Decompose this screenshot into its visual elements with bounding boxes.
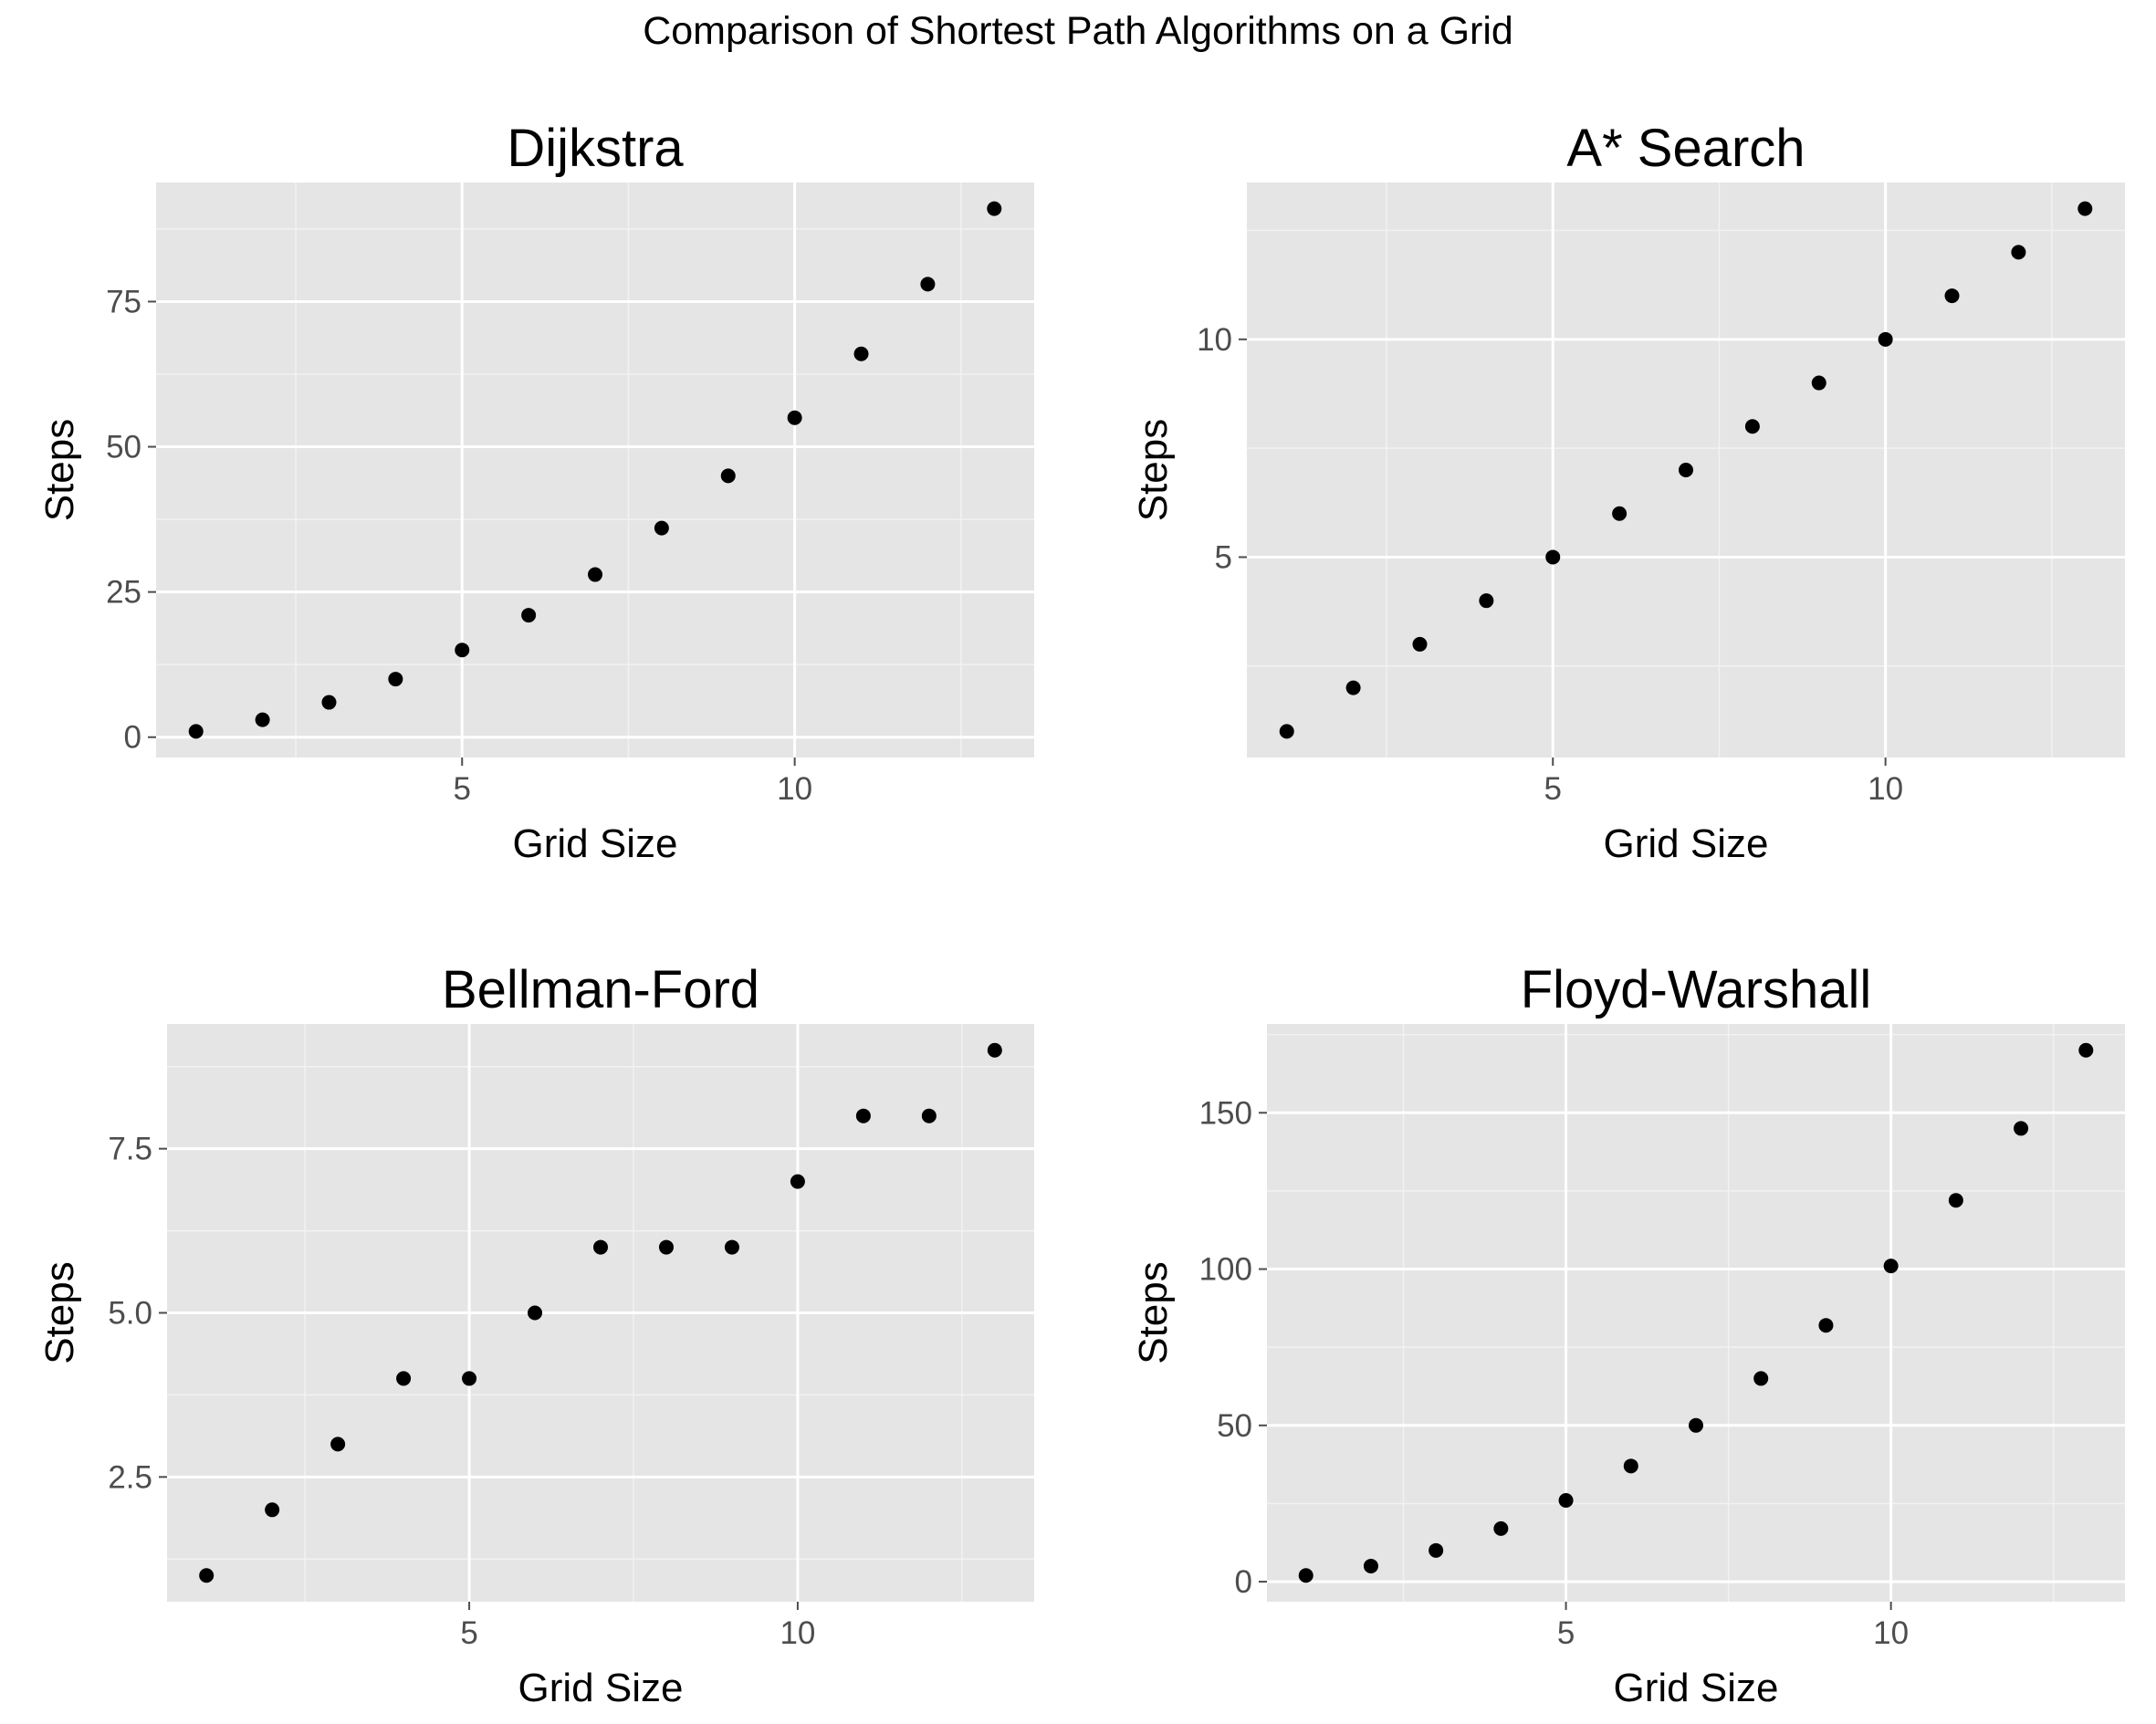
y-tick-label: 10	[1197, 322, 1232, 358]
panel-1: 5 10 0 25 50 75 Dijkstra Grid Size Steps	[37, 119, 1034, 866]
data-point	[1818, 1318, 1834, 1333]
data-point	[1412, 636, 1428, 652]
y-axis-label: Steps	[1131, 419, 1176, 522]
data-point	[2011, 245, 2026, 260]
data-point	[1948, 1193, 1963, 1208]
data-point	[1878, 331, 1893, 347]
panel-title: Dijkstra	[507, 119, 684, 178]
x-tick-label: 10	[777, 771, 812, 807]
data-point	[853, 346, 869, 361]
data-point	[1679, 463, 1693, 477]
y-tick-label: 0	[124, 720, 141, 756]
y-tick-label: 2.5	[108, 1459, 152, 1495]
data-point	[1429, 1542, 1444, 1558]
data-point	[1883, 1259, 1899, 1274]
data-point	[188, 724, 204, 739]
panel-title: Bellman-Ford	[442, 960, 759, 1019]
y-tick-label: 25	[106, 575, 141, 611]
panel-title: A* Search	[1566, 119, 1805, 178]
figure-title: Comparison of Shortest Path Algorithms o…	[643, 9, 1513, 53]
data-point	[1744, 419, 1760, 434]
data-point	[321, 695, 337, 710]
x-tick-label: 10	[780, 1615, 815, 1651]
data-point	[1363, 1558, 1378, 1573]
data-point	[1753, 1371, 1769, 1386]
data-point	[787, 410, 802, 425]
data-point	[462, 1371, 477, 1386]
data-point	[528, 1305, 543, 1321]
data-point	[1279, 724, 1294, 739]
x-tick-label: 5	[454, 771, 471, 807]
y-axis-label: Steps	[37, 419, 82, 522]
data-point	[2014, 1121, 2029, 1136]
data-point	[388, 672, 403, 687]
y-tick-label: 50	[1217, 1408, 1252, 1444]
data-point	[1345, 680, 1361, 695]
data-point	[2078, 1042, 2094, 1058]
x-axis-label: Grid Size	[518, 1666, 684, 1710]
data-point	[654, 520, 669, 536]
y-tick-label: 5	[1215, 539, 1232, 575]
data-point	[330, 1437, 346, 1452]
y-tick-label: 7.5	[108, 1132, 152, 1167]
x-tick-label: 5	[460, 1615, 477, 1651]
data-point	[265, 1502, 280, 1518]
data-point	[1479, 593, 1494, 609]
data-point	[1689, 1417, 1703, 1433]
panel-2: 5 10 5 10 A* Search Grid Size Steps	[1131, 119, 2125, 866]
data-point	[921, 1108, 937, 1123]
data-point	[1811, 375, 1826, 391]
y-tick-label: 5.0	[108, 1296, 152, 1332]
y-tick-label: 150	[1199, 1095, 1252, 1131]
panel-background	[1267, 1024, 2125, 1602]
data-point	[1298, 1568, 1313, 1583]
y-tick-label: 0	[1235, 1564, 1252, 1600]
data-point	[1623, 1458, 1638, 1474]
data-point	[720, 468, 736, 484]
data-point	[1493, 1520, 1509, 1536]
data-point	[1558, 1493, 1574, 1509]
x-axis-label: Grid Size	[513, 821, 678, 866]
data-point	[658, 1239, 674, 1255]
data-point	[724, 1239, 739, 1255]
data-point	[1944, 288, 1960, 304]
data-point	[987, 201, 1002, 216]
panel-background	[156, 183, 1034, 758]
data-point	[396, 1371, 412, 1386]
panel-3: 5 10 2.5 5.0 7.5 Bellman-Ford Grid Size Steps	[37, 960, 1034, 1710]
y-tick-label: 75	[106, 284, 141, 319]
data-point	[1612, 506, 1627, 521]
x-tick-label: 5	[1557, 1615, 1575, 1651]
data-point	[987, 1042, 1002, 1058]
data-point	[593, 1239, 608, 1255]
x-axis-label: Grid Size	[1604, 821, 1769, 866]
y-axis-label: Steps	[1131, 1261, 1176, 1364]
x-axis-label: Grid Size	[1614, 1666, 1779, 1710]
data-point	[2078, 201, 2093, 216]
x-tick-label: 10	[1873, 1615, 1909, 1651]
data-point	[790, 1174, 805, 1189]
x-tick-label: 10	[1868, 771, 1903, 807]
panel-title: Floyd-Warshall	[1521, 960, 1872, 1019]
data-point	[920, 277, 936, 292]
data-point	[1545, 549, 1561, 565]
x-tick-label: 5	[1544, 771, 1562, 807]
data-point	[255, 712, 270, 727]
data-point	[521, 608, 537, 623]
y-tick-label: 100	[1199, 1252, 1252, 1288]
data-point	[199, 1568, 215, 1583]
data-point	[855, 1108, 871, 1123]
y-tick-label: 50	[106, 430, 141, 465]
data-point	[588, 567, 602, 582]
y-axis-label: Steps	[37, 1261, 82, 1364]
data-point	[455, 643, 470, 658]
